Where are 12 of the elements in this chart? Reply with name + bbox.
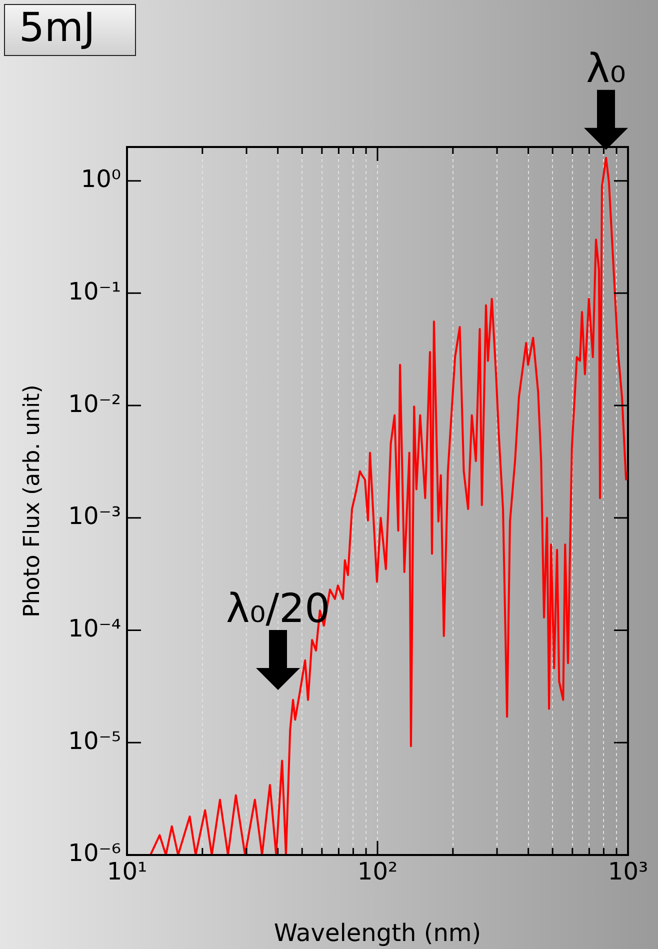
y-axis-title: Photo Flux (arb. unit) bbox=[20, 384, 45, 618]
y-tick-label: 10⁻² bbox=[68, 390, 121, 418]
y-tick-label: 10⁻⁵ bbox=[68, 726, 121, 755]
x-tick-label: 10³ bbox=[608, 858, 648, 886]
y-tick-label: 10⁻¹ bbox=[68, 277, 121, 306]
text: 5mJ bbox=[4, 4, 136, 56]
y-tick-label: 10⁰ bbox=[80, 165, 121, 194]
x-axis-title: Wavelength (nm) bbox=[274, 918, 482, 947]
x-tick-label: 10² bbox=[357, 858, 398, 886]
y-tick-label: 10⁻⁴ bbox=[68, 614, 121, 643]
y-tick-label: 10⁻³ bbox=[68, 502, 121, 530]
annotation: λ₀ bbox=[586, 46, 626, 92]
